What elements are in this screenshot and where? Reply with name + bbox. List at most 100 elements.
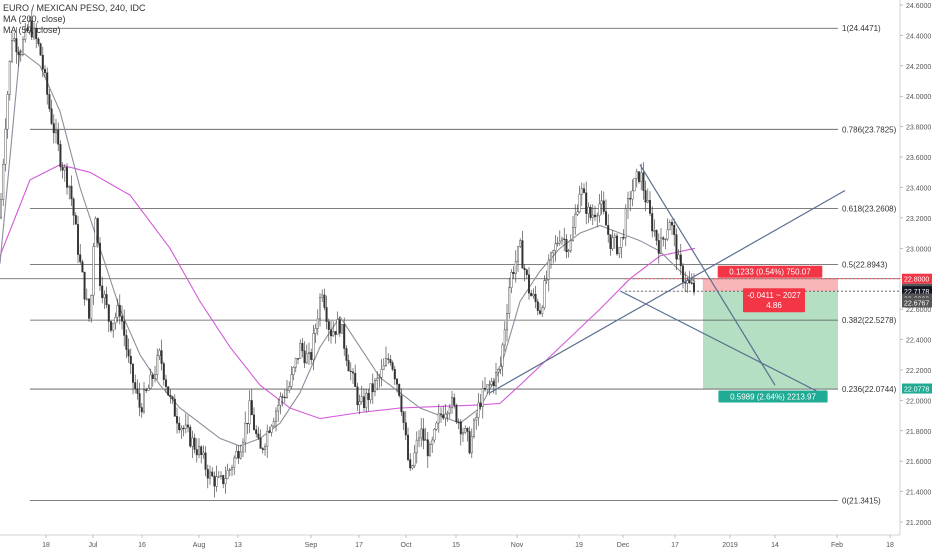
symbol-legend: EURO / MEXICAN PESO, 240, IDC	[3, 3, 146, 13]
candle-body	[268, 430, 271, 433]
candle-body	[101, 285, 104, 298]
y-tick-label: 23.4000	[906, 185, 931, 192]
candle-body	[272, 421, 275, 427]
fib-level-label: 0.618(23.2608)	[842, 205, 897, 214]
price-badge-bg	[902, 273, 932, 284]
y-tick-label: 21.4000	[906, 490, 931, 497]
candle-body	[230, 467, 233, 470]
candle-body	[644, 190, 647, 203]
candle-body	[255, 429, 258, 435]
candle-body	[589, 206, 592, 218]
candle-body	[24, 28, 27, 40]
candle-body	[180, 427, 183, 431]
candle-body	[442, 414, 445, 419]
candle-body	[688, 279, 691, 283]
candle-body	[624, 208, 627, 238]
candle-body	[153, 374, 156, 379]
candle-body	[572, 227, 575, 241]
candle-body	[79, 254, 82, 262]
candle-body	[666, 229, 669, 240]
candle-body	[26, 28, 29, 31]
candle-body	[664, 238, 667, 241]
candle-body	[380, 369, 383, 378]
candle-body	[204, 452, 207, 470]
price-badge-bg	[902, 286, 932, 297]
candle-body	[422, 428, 425, 441]
candle-body	[387, 358, 390, 360]
candle-body	[437, 413, 440, 424]
candle-body	[178, 422, 181, 431]
trendline-rising-support	[489, 189, 846, 394]
candle-body	[651, 213, 654, 232]
candle-body	[325, 307, 328, 322]
price-badge: 22.7178	[904, 289, 929, 296]
candle-body	[182, 427, 185, 430]
candle-body	[120, 316, 123, 322]
candle-body	[112, 322, 115, 331]
candle-body	[215, 476, 218, 487]
candle-body	[574, 214, 577, 228]
x-tick-label: Oct	[401, 542, 412, 549]
candle-body	[35, 27, 38, 40]
candle-body	[569, 240, 572, 251]
candle-body	[299, 343, 302, 359]
candle-body	[94, 218, 97, 247]
candle-body	[30, 20, 33, 38]
candle-body	[303, 350, 306, 364]
candle-body	[433, 429, 436, 441]
candle-body	[197, 446, 200, 456]
candle-body	[316, 318, 319, 329]
candle-body	[418, 437, 421, 441]
candle-body	[541, 307, 544, 314]
x-tick-label: Jul	[89, 542, 98, 549]
candle-body	[402, 411, 405, 423]
trendline-descending-resistance	[639, 164, 776, 386]
candle-body	[103, 294, 106, 298]
x-tick-label: 16	[138, 542, 146, 549]
candle-body	[642, 172, 645, 191]
candle-body	[618, 247, 621, 255]
candle-body	[149, 374, 152, 389]
candle-body	[671, 222, 674, 226]
candle-body	[208, 471, 211, 479]
candle-body	[237, 451, 240, 459]
candle-body	[118, 305, 121, 317]
candle-body	[105, 294, 108, 306]
candle-body	[503, 329, 506, 346]
x-tick-label: Feb	[831, 542, 843, 549]
candle-body	[87, 298, 90, 319]
candle-body	[70, 185, 73, 200]
fib-level-label: 0.382(22.5278)	[842, 316, 897, 325]
candle-body	[466, 427, 469, 432]
y-tick-label: 22.4000	[906, 338, 931, 345]
candle-body	[142, 389, 145, 413]
candle-body	[468, 431, 471, 454]
candle-body	[211, 471, 214, 477]
candle-body	[565, 239, 568, 253]
candle-body	[145, 389, 148, 391]
candle-body	[420, 428, 423, 439]
candle-body	[305, 353, 308, 364]
candle-body	[660, 237, 663, 254]
candle-body	[389, 359, 392, 363]
y-tick-label: 23.2000	[906, 216, 931, 223]
candle-body	[127, 349, 130, 357]
candle-body	[591, 214, 594, 218]
candle-body	[224, 478, 227, 484]
y-tick-label: 22.2000	[906, 368, 931, 375]
date-range-box	[624, 278, 704, 292]
candle-body	[50, 108, 53, 124]
candle-body	[629, 198, 632, 200]
candle-body	[385, 358, 388, 366]
candle-body	[347, 360, 350, 372]
candle-body	[90, 295, 93, 319]
candle-body	[323, 294, 326, 308]
y-tick-label: 21.6000	[906, 459, 931, 466]
candle-body	[424, 439, 427, 441]
candle-body	[519, 240, 522, 247]
candle-body	[217, 476, 220, 478]
candle-body	[138, 393, 141, 408]
candle-body	[55, 130, 58, 134]
candle-body	[327, 321, 330, 330]
